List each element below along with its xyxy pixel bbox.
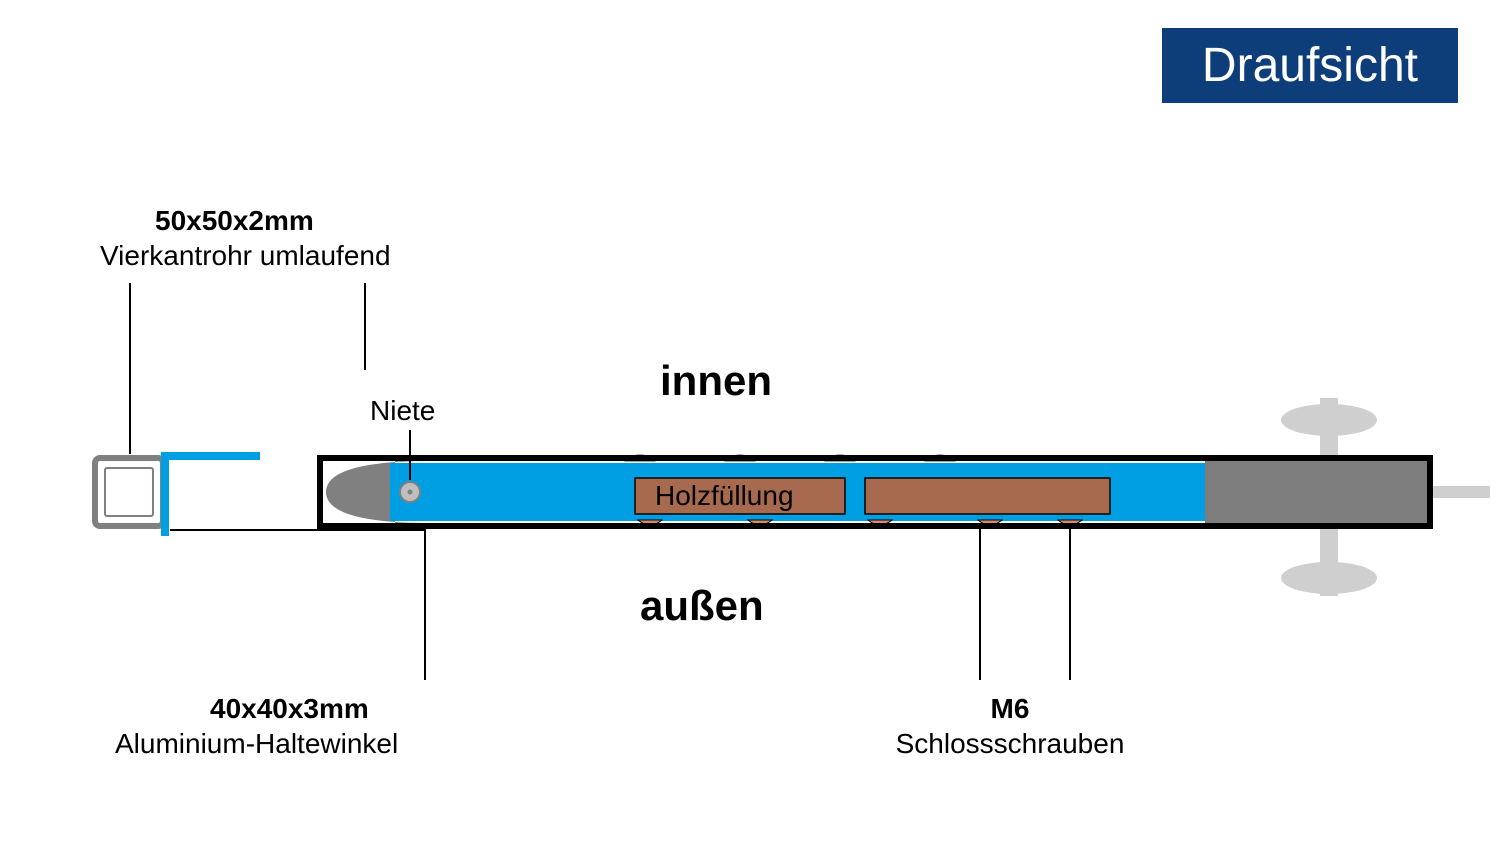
aluminium-bracket bbox=[165, 456, 260, 536]
label-tube-desc: Vierkantrohr umlaufend bbox=[100, 240, 391, 271]
title-badge: Draufsicht bbox=[1162, 28, 1458, 103]
leader-bracket-1 bbox=[170, 530, 425, 680]
label-screw-dim: M6 bbox=[991, 693, 1030, 724]
label-tube-dim: 50x50x2mm bbox=[155, 205, 314, 236]
label-innen: innen bbox=[660, 357, 772, 404]
label-bracket-desc: Aluminium-Haltewinkel bbox=[115, 728, 398, 759]
label-bracket-dim: 40x40x3mm bbox=[210, 693, 369, 724]
label-holz: Holzfüllung bbox=[655, 480, 794, 511]
label-niete: Niete bbox=[370, 395, 435, 426]
diagram-svg: innen außen Niete Holzfüllung 50x50x2mm Vierk… bbox=[0, 0, 1500, 855]
end-grey-block bbox=[1205, 461, 1427, 523]
wood-fill-2 bbox=[865, 478, 1110, 514]
label-aussen: außen bbox=[640, 582, 764, 629]
title-text: Draufsicht bbox=[1202, 39, 1418, 92]
label-screw-desc: Schlossschrauben bbox=[896, 728, 1125, 759]
square-tube-inner bbox=[105, 468, 153, 516]
